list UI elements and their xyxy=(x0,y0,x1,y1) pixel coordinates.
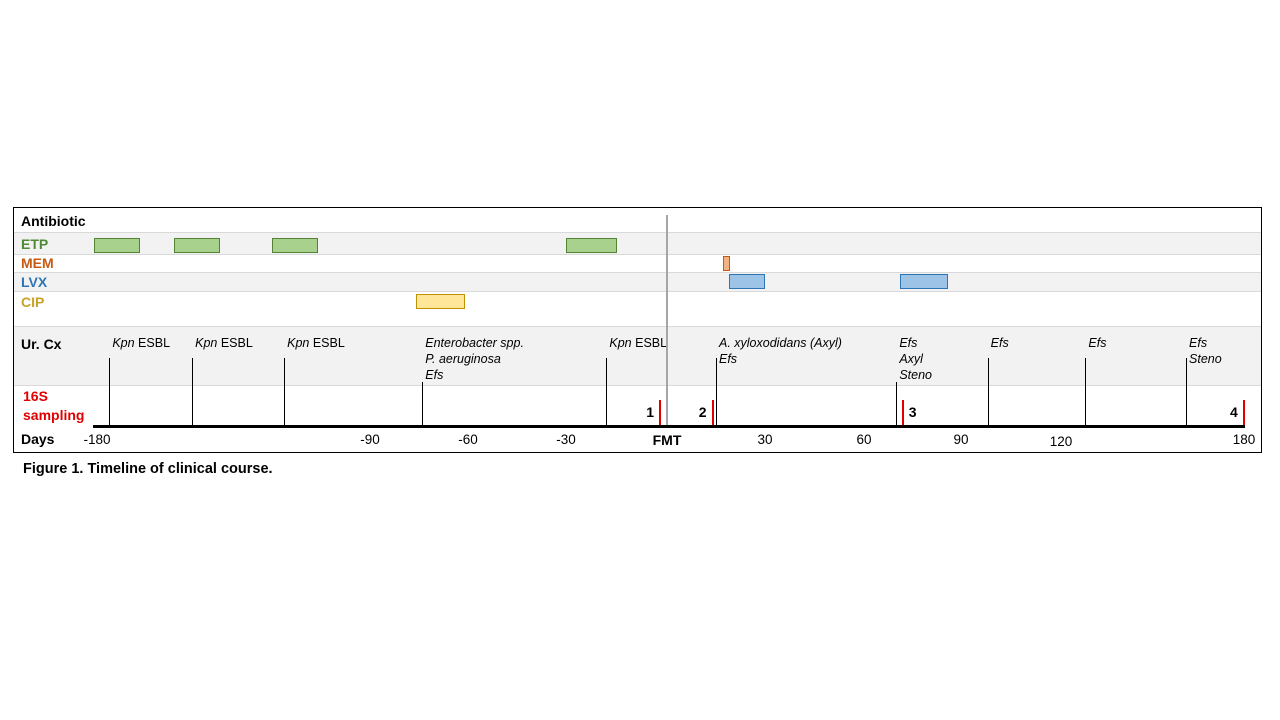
axis-tick-label: -60 xyxy=(458,432,478,447)
sampling-marker-4 xyxy=(1243,400,1245,426)
urine-culture-label: Ur. Cx xyxy=(21,336,62,352)
culture-marker-line xyxy=(284,358,286,426)
culture-organism: Efs xyxy=(990,336,1009,350)
axis-tick-label: 120 xyxy=(1049,434,1073,449)
culture-result: Efs xyxy=(991,335,1009,351)
antibiotic-header: Antibiotic xyxy=(21,213,86,229)
sampling-number-1: 1 xyxy=(646,404,655,420)
culture-organism: Kpn ESBL xyxy=(195,335,253,351)
axis-tick-label: 30 xyxy=(757,432,773,447)
culture-organism: Steno xyxy=(1189,352,1222,366)
drug-bar-etp-3 xyxy=(271,238,318,253)
culture-result: Kpn ESBL xyxy=(287,335,345,351)
sampling-number-3: 3 xyxy=(908,404,917,420)
culture-marker-line xyxy=(1186,358,1188,426)
drug-bar-etp-2 xyxy=(173,238,220,253)
organism-qualifier: ESBL xyxy=(134,336,171,350)
culture-result: Kpn ESBL xyxy=(609,335,667,351)
fmt-divider-line xyxy=(666,215,668,426)
culture-row-band xyxy=(14,326,1261,386)
culture-organism: Axyl xyxy=(899,352,923,366)
culture-organism: Kpn ESBL xyxy=(287,335,345,351)
axis-tick-label: 60 xyxy=(856,432,872,447)
figure-caption: Figure 1. Timeline of clinical course. xyxy=(23,461,273,477)
organism-abbr: Kpn xyxy=(287,336,310,350)
culture-result: Kpn ESBL xyxy=(195,335,253,351)
sampling-marker-1 xyxy=(659,400,662,426)
drug-bar-cip-1 xyxy=(415,294,465,309)
organism-qualifier: ESBL xyxy=(309,336,345,350)
culture-organism: Enterobacter spp. xyxy=(425,336,524,350)
culture-result: A. xyloxodidans (Axyl) Efs xyxy=(719,335,842,367)
culture-marker-line xyxy=(422,382,424,426)
axis-tick-label: 90 xyxy=(953,432,969,447)
drug-bar-etp-1 xyxy=(94,238,140,253)
organism-abbr: Kpn xyxy=(609,336,632,350)
sampling-number-2: 2 xyxy=(698,404,707,420)
culture-organism: Steno xyxy=(899,368,932,382)
drug-bar-lvx-1 xyxy=(729,274,765,289)
culture-organism: Kpn ESBL xyxy=(609,335,667,351)
culture-marker-line xyxy=(192,358,194,426)
drug-label-cip: CIP xyxy=(21,294,45,310)
axis-tick-label: 180 xyxy=(1232,432,1256,447)
culture-organism: Kpn ESBL xyxy=(112,335,170,351)
drug-bar-lvx-2 xyxy=(899,274,949,289)
culture-marker-line xyxy=(896,382,898,426)
sampling-label-line1: 16S xyxy=(23,388,48,404)
drug-label-mem: MEM xyxy=(21,255,54,271)
culture-organism: Efs xyxy=(899,336,918,350)
culture-organism: Efs xyxy=(1088,336,1107,350)
cip-row-band xyxy=(14,291,1261,327)
culture-marker-line xyxy=(1085,358,1087,426)
organism-qualifier: ESBL xyxy=(631,336,668,350)
culture-marker-line xyxy=(716,358,717,426)
culture-organism: Efs xyxy=(719,352,738,366)
culture-organism: Efs xyxy=(425,368,444,382)
culture-organism: Efs xyxy=(1189,336,1208,350)
culture-result: Efs Steno xyxy=(1189,335,1222,367)
organism-qualifier: ESBL xyxy=(217,336,253,350)
organism-abbr: Kpn xyxy=(112,336,135,350)
organism-abbr: Kpn xyxy=(195,336,218,350)
culture-marker-line xyxy=(606,358,608,426)
mem-row-band xyxy=(14,254,1261,273)
culture-result: Efs xyxy=(1088,335,1106,351)
culture-organism: P. aeruginosa xyxy=(425,352,501,366)
culture-result: Efs Axyl Steno xyxy=(899,335,932,383)
sampling-row-band xyxy=(14,385,1261,452)
culture-result: Kpn ESBL xyxy=(112,335,170,351)
culture-marker-line xyxy=(987,358,989,426)
culture-marker-line xyxy=(109,358,111,426)
days-label: Days xyxy=(21,431,55,447)
culture-result: Enterobacter spp. P. aeruginosa Efs xyxy=(425,335,524,383)
drug-bar-etp-4 xyxy=(566,238,617,253)
sampling-label-line2: sampling xyxy=(23,407,85,423)
sampling-marker-3 xyxy=(901,400,904,426)
drug-bar-mem-1 xyxy=(722,256,730,271)
timeline-figure: Antibiotic ETP MEM LVX CIP Ur. Cx 16S sa… xyxy=(13,207,1262,453)
sampling-marker-2 xyxy=(711,400,714,426)
axis-tick-label: -180 xyxy=(83,432,111,447)
axis-tick-label: -90 xyxy=(360,432,380,447)
sampling-number-4: 4 xyxy=(1230,404,1238,420)
lvx-row-band xyxy=(14,272,1261,292)
axis-tick-label: -30 xyxy=(556,432,576,447)
etp-row-band xyxy=(14,232,1261,255)
drug-label-lvx: LVX xyxy=(21,274,48,290)
days-axis-line xyxy=(93,425,1245,428)
culture-organism: A. xyloxodidans (Axyl) xyxy=(719,336,842,350)
fmt-label: FMT xyxy=(652,432,682,448)
drug-label-etp: ETP xyxy=(21,236,49,252)
